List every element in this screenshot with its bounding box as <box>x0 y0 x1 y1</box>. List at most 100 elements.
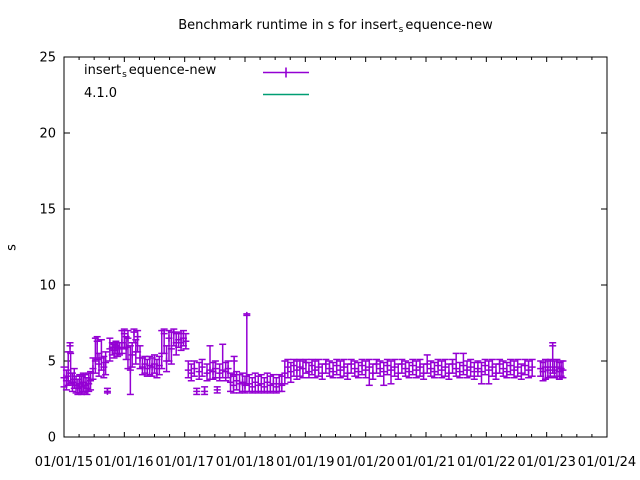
error-bar <box>182 332 190 350</box>
error-bar <box>394 363 402 380</box>
error-bar <box>383 358 391 376</box>
error-bar <box>311 360 319 379</box>
chart-title-subscript: s <box>398 25 404 35</box>
x-tick-label: 01/01/23 <box>517 455 575 470</box>
error-bar <box>358 358 366 376</box>
error-bar <box>463 360 471 379</box>
plot-border <box>63 56 608 438</box>
y-tick-label: 20 <box>39 127 56 142</box>
error-bar <box>391 358 399 377</box>
error-bar <box>441 358 449 377</box>
error-bar <box>481 358 489 376</box>
error-bar <box>503 361 511 379</box>
error-bar <box>405 361 413 379</box>
error-bar <box>333 358 341 376</box>
error-bar <box>387 360 395 385</box>
error-bar <box>95 352 103 377</box>
error-bar <box>412 360 420 379</box>
error-bar <box>398 358 406 374</box>
error-bar <box>308 358 316 376</box>
error-bar <box>120 328 128 350</box>
error-bar <box>376 360 384 377</box>
error-bar <box>325 360 333 377</box>
error-bar <box>525 360 533 379</box>
error-bar <box>102 351 110 376</box>
error-bar <box>423 354 431 374</box>
error-bar <box>427 360 435 377</box>
error-bar <box>315 358 323 377</box>
error-bar <box>322 358 330 374</box>
legend-label-series-subscript: s <box>122 70 127 80</box>
error-bar <box>485 360 493 385</box>
x-tick-label: 01/01/15 <box>35 455 93 470</box>
error-bar <box>517 363 525 380</box>
error-bar <box>373 358 381 374</box>
error-bar <box>401 360 409 377</box>
x-tick-label: 01/01/16 <box>95 455 153 470</box>
error-bar <box>201 386 209 396</box>
error-bar <box>354 361 362 379</box>
error-bar <box>409 358 417 376</box>
error-bar <box>213 386 221 394</box>
y-tick-label: 0 <box>48 431 56 446</box>
x-tick-label: 01/01/20 <box>336 455 394 470</box>
legend-label-series: inserts equence-new <box>84 63 217 80</box>
error-bar <box>193 387 201 396</box>
error-bar <box>198 358 206 377</box>
error-bar <box>445 363 453 380</box>
legend-label-series-prefix: insert <box>84 63 122 78</box>
error-bar <box>66 342 74 353</box>
chart-title-prefix: Benchmark runtime in s for insert <box>178 18 398 33</box>
x-tick-label: 01/01/21 <box>397 455 455 470</box>
error-bar <box>559 360 567 379</box>
error-bar <box>416 358 424 377</box>
error-bar <box>452 352 460 377</box>
error-bar <box>329 361 337 379</box>
error-bar <box>438 360 446 379</box>
error-bar <box>299 360 307 379</box>
y-tick-label: 10 <box>39 279 56 294</box>
error-bar <box>499 360 507 377</box>
error-bar <box>434 358 442 376</box>
chart-title: Benchmark runtime in s for inserts equenc… <box>64 18 607 35</box>
x-tick-label: 01/01/24 <box>578 455 636 470</box>
error-bar <box>211 360 219 379</box>
error-bar <box>336 360 344 379</box>
legend-label-reference: 4.1.0 <box>84 86 117 101</box>
error-bar <box>496 358 504 374</box>
error-bar <box>362 360 370 379</box>
error-bar <box>459 352 467 376</box>
error-bar <box>380 361 388 387</box>
y-tick-label: 25 <box>39 51 56 66</box>
error-bar <box>467 358 475 377</box>
error-bar <box>470 361 478 380</box>
error-bar <box>369 363 377 380</box>
error-bar <box>521 358 529 376</box>
error-bar <box>224 360 232 379</box>
error-bar <box>91 337 99 374</box>
legend-label-series-suffix: equence-new <box>128 63 217 78</box>
error-bar <box>514 358 522 377</box>
error-bar <box>100 355 108 379</box>
error-bar <box>134 329 142 353</box>
x-tick-label: 01/01/19 <box>276 455 334 470</box>
x-tick-label: 01/01/17 <box>155 455 213 470</box>
error-bar <box>506 358 514 376</box>
error-bar <box>190 360 198 377</box>
error-bar <box>351 360 359 377</box>
y-tick-label: 15 <box>39 203 56 218</box>
error-bar <box>510 360 518 379</box>
error-bar <box>492 363 500 380</box>
error-bar <box>456 361 464 379</box>
error-bar <box>478 361 486 385</box>
error-bar <box>344 363 352 380</box>
error-bar <box>340 358 348 377</box>
error-bar <box>488 358 496 377</box>
chart-title-suffix: equence-new <box>405 18 493 33</box>
x-tick-label: 01/01/22 <box>457 455 515 470</box>
error-bar <box>474 360 482 377</box>
error-bar <box>347 358 355 374</box>
error-bar <box>136 345 144 370</box>
